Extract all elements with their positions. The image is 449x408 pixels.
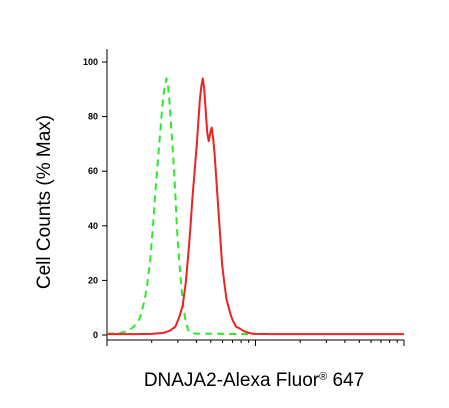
x-axis-label-superscript: ® — [319, 371, 327, 383]
solid-series-line — [107, 77, 404, 336]
y-axis-label: Cell Counts (% Max) — [34, 115, 55, 289]
dashed-series-line — [106, 77, 256, 336]
x-axis-ticks — [106, 340, 405, 346]
y-tick-label: 60 — [88, 166, 98, 176]
x-axis-label: DNAJA2-Alexa Fluor® 647 — [144, 370, 364, 391]
y-tick-label: 80 — [88, 112, 98, 122]
series-layer — [106, 77, 404, 336]
y-tick-label: 20 — [88, 275, 98, 285]
y-axis-ticks: 0 20 40 60 80 100 — [83, 57, 107, 340]
y-tick-label: 0 — [93, 330, 98, 340]
y-tick-label: 100 — [83, 57, 98, 67]
y-tick-label: 40 — [88, 221, 98, 231]
plot-axes — [106, 49, 404, 341]
x-axis-label-main: DNAJA2-Alexa Fluor — [144, 370, 320, 391]
x-axis-label-end: 647 — [327, 370, 364, 391]
